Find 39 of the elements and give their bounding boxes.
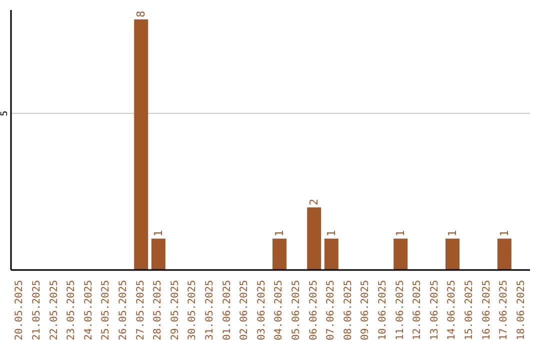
x-tick-label: 31.05.2025 bbox=[204, 280, 216, 340]
data-label: 1 bbox=[152, 230, 165, 237]
data-label: 1 bbox=[498, 230, 511, 237]
y-tick-label: 5 bbox=[0, 110, 10, 116]
x-tick-label: 17.06.2025 bbox=[498, 280, 510, 340]
x-tick-label: 20.05.2025 bbox=[14, 280, 26, 340]
x-tick-label: 26.05.2025 bbox=[118, 280, 129, 340]
x-tick-label: 16.06.2025 bbox=[481, 280, 492, 340]
x-tick-label: 25.05.2025 bbox=[100, 280, 112, 340]
x-tick-label: 04.06.2025 bbox=[274, 280, 285, 340]
x-tick-label: 30.05.2025 bbox=[187, 280, 198, 340]
x-tick-label: 18.06.2025 bbox=[516, 280, 527, 340]
x-tick-label: 01.06.2025 bbox=[222, 280, 233, 340]
x-tick-label: 27.05.2025 bbox=[135, 280, 146, 340]
x-tick-label: 07.06.2025 bbox=[326, 280, 337, 340]
x-tick-label: 21.05.2025 bbox=[31, 280, 42, 340]
x-tick-label: 29.05.2025 bbox=[170, 280, 181, 340]
data-label: 8 bbox=[134, 10, 148, 18]
x-tick-label: 11.06.2025 bbox=[394, 280, 406, 340]
x-tick-label: 09.06.2025 bbox=[360, 280, 372, 340]
x-tick-label: 05.06.2025 bbox=[290, 280, 302, 340]
x-tick-label: 08.06.2025 bbox=[342, 280, 354, 340]
x-tick-label: 13.06.2025 bbox=[429, 280, 440, 340]
x-tick-label: 14.06.2025 bbox=[446, 280, 458, 340]
x-tick-label: 02.06.2025 bbox=[239, 280, 250, 340]
x-tick-label: 12.06.2025 bbox=[412, 280, 424, 340]
x-tick-label: 28.05.2025 bbox=[152, 280, 164, 340]
x-tick-label: 24.05.2025 bbox=[83, 280, 94, 340]
data-label: 1 bbox=[394, 230, 408, 237]
x-tick-label: 15.06.2025 bbox=[464, 280, 475, 340]
data-label: 1 bbox=[446, 230, 459, 237]
data-label: 1 bbox=[273, 230, 286, 237]
x-tick-label: 06.06.2025 bbox=[308, 280, 320, 340]
x-tick-label: 10.06.2025 bbox=[377, 280, 388, 340]
x-tick-label: 03.06.2025 bbox=[256, 280, 268, 340]
x-tick-label: 22.05.2025 bbox=[48, 280, 60, 340]
x-tick-label: 23.05.2025 bbox=[66, 280, 78, 340]
data-label: 1 bbox=[324, 230, 338, 237]
data-label: 2 bbox=[308, 198, 321, 206]
